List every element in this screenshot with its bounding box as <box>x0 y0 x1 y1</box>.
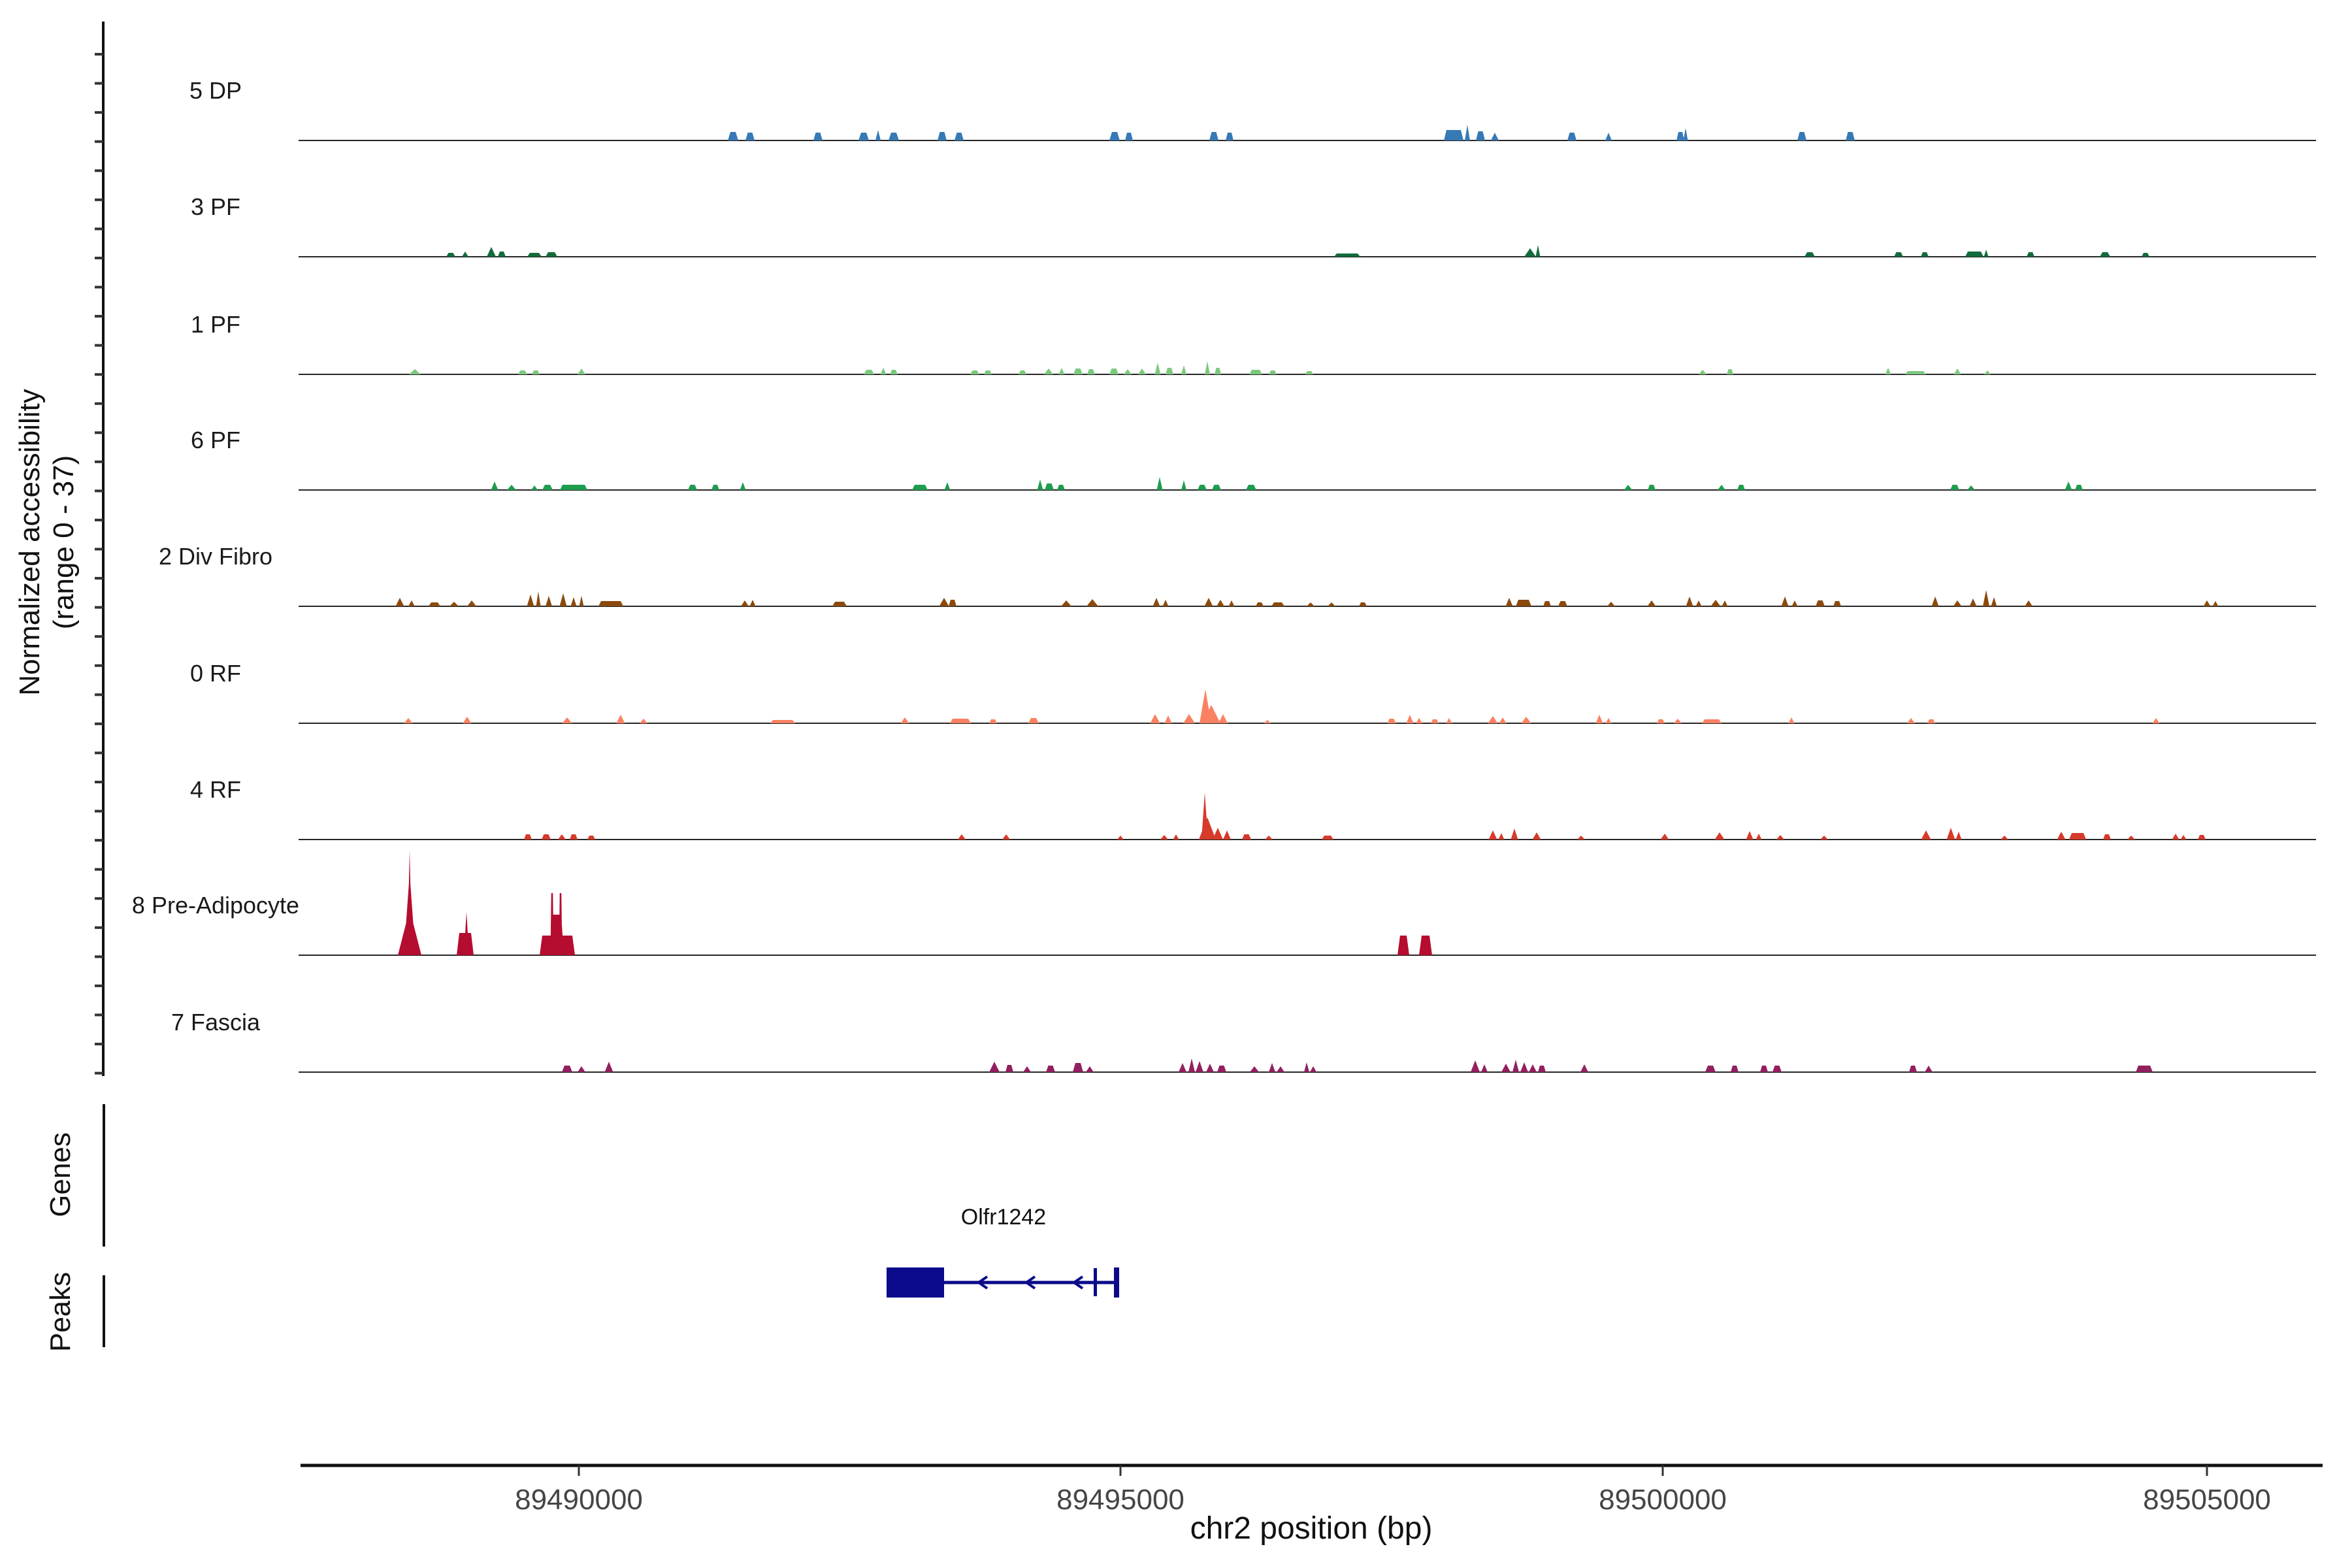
gene-name-label: Olfr1242 <box>960 1205 1047 1230</box>
x-axis-tick-label: 89500000 <box>1599 1484 1727 1516</box>
track-1-pf <box>299 361 2316 375</box>
track-label-6-pf: 6 PF <box>190 427 241 453</box>
gene-end-bar <box>1114 1267 1119 1298</box>
gene-exon-tick <box>1094 1268 1097 1296</box>
y-axis-label-line2: (range 0 - 37) <box>48 455 80 630</box>
track-label-8-pre-adipocyte: 8 Pre-Adipocyte <box>131 892 300 919</box>
track-label-4-rf: 4 RF <box>189 776 241 803</box>
track-5-dp <box>299 125 2316 141</box>
track-6-pf <box>299 477 2316 491</box>
track-label-3-pf: 3 PF <box>190 193 241 220</box>
track-4-rf <box>299 792 2316 840</box>
track-7-fascia <box>299 1058 2316 1073</box>
track-8-pre-adipocyte <box>299 850 2316 956</box>
track-label-7-fascia: 7 Fascia <box>171 1009 261 1036</box>
gene-strand-arrow-icon <box>1071 1275 1084 1290</box>
track-signal <box>728 125 1855 140</box>
genes-section-label: Genes <box>44 1132 76 1217</box>
y-axis-label-line1: Normalized accessibility <box>14 389 46 696</box>
track-signal <box>524 792 2206 840</box>
track-signal <box>395 590 2219 606</box>
gene-model <box>887 1267 1119 1298</box>
peaks-section-label: Peaks <box>44 1271 76 1352</box>
track-0-rf <box>299 689 2316 724</box>
gene-strand-arrow-icon <box>976 1275 988 1290</box>
x-axis-title: chr2 position (bp) <box>1190 1511 1433 1546</box>
x-axis-tick-label: 89505000 <box>2143 1484 2271 1516</box>
y-axis-label: Normalized accessibility (range 0 - 37) <box>13 389 81 695</box>
track-signal <box>446 245 2149 257</box>
track-3-pf <box>299 245 2316 257</box>
track-label-5-dp: 5 DP <box>189 77 242 104</box>
gene-strand-arrow-icon <box>1024 1275 1036 1290</box>
track-label-2-div-fibro: 2 Div Fibro <box>158 543 273 570</box>
track-signal <box>398 850 1432 955</box>
accessibility-y-axis <box>95 22 105 1076</box>
track-signal <box>491 477 2083 490</box>
track-label-1-pf: 1 PF <box>190 311 241 338</box>
gene-exon <box>887 1267 944 1298</box>
track-label-0-rf: 0 RF <box>189 660 241 687</box>
x-axis-tick-label: 89490000 <box>515 1484 643 1516</box>
x-axis <box>301 1463 2323 1476</box>
x-axis-tick-label: 89495000 <box>1056 1484 1184 1516</box>
track-signal <box>409 361 1991 374</box>
track-signal <box>562 1058 2153 1072</box>
track-2-div-fibro <box>299 590 2316 607</box>
track-signal <box>404 689 2160 723</box>
